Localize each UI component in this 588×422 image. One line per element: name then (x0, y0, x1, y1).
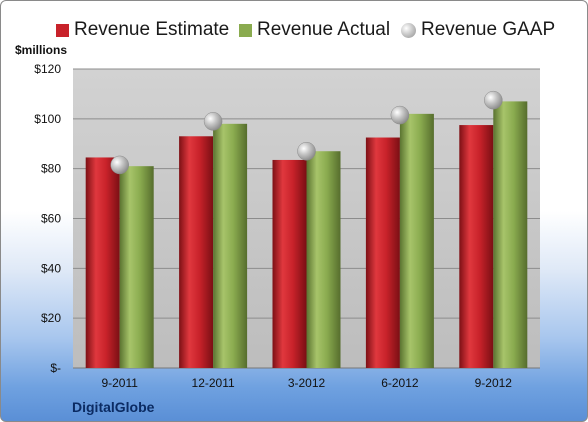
bar-revenue-actual (399, 113, 434, 368)
bar-revenue-estimate (85, 157, 120, 368)
y-tick-label: $40 (41, 261, 61, 275)
legend-swatch-estimate (56, 23, 69, 37)
y-tick-label: $80 (41, 162, 61, 176)
x-tick-label: 12-2011 (192, 376, 235, 390)
legend-swatch-gaap (401, 22, 416, 38)
company-name: DigitalGlobe (72, 399, 155, 415)
x-tick-label: 9-2012 (475, 376, 513, 390)
bar-revenue-actual (493, 101, 528, 369)
bar-revenue-estimate (365, 137, 400, 368)
bar-revenue-actual (213, 123, 248, 368)
x-tick-label: 3-2012 (288, 376, 326, 390)
marker-revenue-gaap (203, 112, 223, 131)
bar-revenue-estimate (272, 159, 307, 368)
bar-revenue-estimate (459, 125, 494, 368)
y-tick-label: $100 (34, 112, 61, 126)
legend-item-actual: Revenue Actual (239, 15, 390, 45)
y-tick-label: $120 (34, 62, 61, 76)
bar-revenue-actual (119, 166, 154, 368)
y-tick-label: $- (50, 361, 61, 375)
x-tick-label: 9-2011 (101, 376, 138, 390)
legend-item-estimate: Revenue Estimate (56, 15, 229, 45)
marker-revenue-gaap (484, 90, 503, 110)
bar-revenue-estimate (179, 136, 214, 368)
bar-revenue-actual (306, 151, 341, 368)
marker-revenue-gaap (110, 155, 129, 175)
legend-label-actual: Revenue Actual (257, 19, 391, 40)
marker-revenue-gaap (297, 141, 316, 161)
y-axis-label: $millions (15, 43, 68, 57)
legend: Revenue Estimate Revenue Actual Revenue … (1, 15, 587, 45)
y-tick-label: $60 (41, 212, 61, 226)
legend-label-estimate: Revenue Estimate (74, 19, 230, 40)
legend-label-gaap: Revenue GAAP (421, 19, 556, 40)
legend-swatch-actual (239, 23, 252, 37)
y-tick-label: $20 (41, 311, 61, 325)
legend-item-gaap: Revenue GAAP (401, 15, 555, 45)
marker-revenue-gaap (390, 105, 410, 125)
x-tick-label: 6-2012 (381, 376, 419, 390)
